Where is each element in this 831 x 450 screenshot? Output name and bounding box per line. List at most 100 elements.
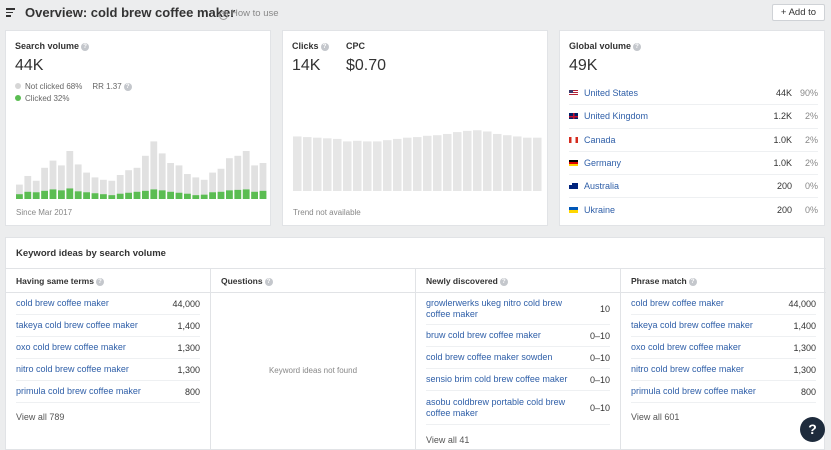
trend-bar bbox=[413, 137, 422, 191]
clicks-cpc-card: Clicks? 14K CPC $0.70 Trend not availabl… bbox=[282, 30, 548, 226]
clicked-bar bbox=[91, 193, 99, 199]
cpc-value: $0.70 bbox=[346, 57, 387, 74]
keyword-link[interactable]: takeya cold brew coffee maker bbox=[16, 320, 138, 330]
keyword-link[interactable]: sensio brim cold brew coffee maker bbox=[426, 374, 568, 384]
trend-bar bbox=[513, 136, 522, 191]
us-flag-icon bbox=[569, 90, 578, 97]
info-icon[interactable]: ? bbox=[264, 277, 273, 286]
keyword-volume: 1,300 bbox=[793, 364, 816, 375]
clicked-bar bbox=[158, 190, 166, 199]
volume-bar bbox=[16, 184, 23, 199]
info-icon[interactable]: ? bbox=[688, 277, 697, 286]
cpc-block: CPC $0.70 bbox=[346, 41, 386, 75]
info-icon[interactable]: ? bbox=[95, 277, 104, 286]
keyword-link[interactable]: cold brew coffee maker sowden bbox=[426, 352, 553, 362]
keyword-volume: 0–10 bbox=[589, 374, 610, 385]
keyword-link[interactable]: nitro cold brew coffee maker bbox=[631, 364, 744, 374]
keyword-link[interactable]: primula cold brew coffee maker bbox=[16, 386, 141, 396]
info-icon[interactable]: ? bbox=[633, 42, 642, 51]
country-name-link[interactable]: Ukraine bbox=[584, 205, 616, 216]
trend-bar bbox=[353, 140, 362, 191]
info-icon[interactable]: ? bbox=[81, 42, 90, 51]
questions-heading: Questions? bbox=[221, 276, 415, 288]
de-flag-icon bbox=[569, 160, 578, 167]
keyword-volume: 0–10 bbox=[589, 402, 610, 413]
global-volume-value: 49K bbox=[569, 57, 598, 74]
trend-bar bbox=[443, 133, 452, 191]
clicked-bar bbox=[108, 195, 116, 199]
keyword-link[interactable]: cold brew coffee maker bbox=[631, 298, 724, 308]
country-name-link[interactable]: Canada bbox=[584, 134, 616, 145]
clicked-bar bbox=[58, 190, 65, 199]
info-icon[interactable]: ? bbox=[123, 82, 132, 91]
info-icon[interactable]: ? bbox=[499, 277, 508, 286]
clicked-bar bbox=[125, 192, 132, 199]
keyword-link[interactable]: asobu coldbrew portable cold brew coffee… bbox=[426, 396, 566, 418]
clicks-label: Clicks? bbox=[292, 41, 329, 51]
clicked-bar bbox=[226, 190, 233, 199]
keyword-row: sensio brim cold brew coffee maker 0–10 bbox=[426, 369, 610, 391]
uk-flag-icon bbox=[569, 113, 578, 120]
keyword-link[interactable]: cold brew coffee maker bbox=[16, 298, 109, 308]
trend-bar bbox=[323, 138, 332, 191]
view-all-newly-discovered-link[interactable]: View all 41 bbox=[426, 435, 470, 445]
volume-bar bbox=[142, 155, 149, 199]
clicked-bar bbox=[259, 190, 267, 199]
questions-column: Questions? Keyword ideas not found bbox=[211, 269, 416, 450]
trend-bar bbox=[453, 132, 462, 191]
volume-bar bbox=[116, 175, 124, 199]
help-button[interactable]: ? bbox=[800, 417, 825, 442]
keyword-link[interactable]: takeya cold brew coffee maker bbox=[631, 320, 753, 330]
phrase-match-column: Phrase match? cold brew coffee maker 44,0… bbox=[621, 269, 826, 450]
same-terms-column: Having same terms? cold brew coffee make… bbox=[6, 269, 211, 450]
keyword-link[interactable]: primula cold brew coffee maker bbox=[631, 386, 756, 396]
country-percent: 2% bbox=[804, 111, 818, 122]
country-volume: 1.0K bbox=[773, 134, 792, 145]
country-volume: 1.0K bbox=[773, 158, 792, 169]
keyword-row: primula cold brew coffee maker 800 bbox=[16, 381, 200, 403]
newly-discovered-heading: Newly discovered? bbox=[426, 276, 620, 288]
clicked-bar bbox=[242, 189, 250, 199]
view-all-phrase-match-link[interactable]: View all 601 bbox=[631, 412, 680, 422]
trend-bar bbox=[533, 137, 542, 191]
keyword-row: takeya cold brew coffee maker 1,400 bbox=[631, 315, 816, 337]
country-name-link[interactable]: United Kingdom bbox=[584, 111, 649, 122]
ua-flag-icon bbox=[569, 207, 578, 214]
menu-icon[interactable] bbox=[6, 8, 15, 17]
clicks-trend-chart bbox=[293, 130, 542, 191]
keyword-row: cold brew coffee maker 44,000 bbox=[631, 293, 816, 315]
trend-bar bbox=[373, 141, 382, 191]
volume-bar bbox=[83, 172, 90, 199]
search-volume-chart bbox=[16, 141, 267, 199]
country-volume: 44K bbox=[775, 88, 792, 99]
country-name-link[interactable]: United States bbox=[584, 88, 639, 99]
how-to-use-link[interactable]: ? How to use bbox=[219, 8, 279, 20]
keyword-link[interactable]: nitro cold brew coffee maker bbox=[16, 364, 129, 374]
global-volume-card: Global volume? 49K United States 44K 90% Un… bbox=[559, 30, 825, 226]
volume-bar bbox=[41, 167, 48, 199]
view-all-same-terms-link[interactable]: View all 789 bbox=[16, 412, 65, 422]
keyword-link[interactable]: growlerwerks ukeg nitro cold brew coffee… bbox=[426, 297, 563, 319]
search-volume-label: Search volume? bbox=[15, 41, 261, 51]
volume-bar bbox=[209, 172, 216, 199]
add-to-button[interactable]: + Add to bbox=[772, 4, 825, 21]
clicked-bar bbox=[24, 191, 32, 199]
country-percent: 2% bbox=[804, 158, 818, 169]
volume-bar bbox=[259, 163, 267, 199]
rr-label: RR 1.37 bbox=[92, 82, 122, 91]
volume-bar bbox=[192, 177, 200, 199]
keyword-row: cold brew coffee maker sowden 0–10 bbox=[426, 347, 610, 369]
trend-bar bbox=[433, 135, 442, 191]
keyword-link[interactable]: oxo cold brew coffee maker bbox=[16, 342, 126, 352]
keyword-link[interactable]: oxo cold brew coffee maker bbox=[631, 342, 741, 352]
keyword-volume: 1,400 bbox=[177, 320, 200, 331]
divider bbox=[416, 292, 620, 293]
trend-bar bbox=[313, 137, 322, 191]
keyword-link[interactable]: bruw cold brew coffee maker bbox=[426, 330, 541, 340]
country-name-link[interactable]: Germany bbox=[584, 158, 622, 169]
info-icon[interactable]: ? bbox=[320, 42, 329, 51]
global-volume-label: Global volume? bbox=[569, 41, 815, 51]
country-name-link[interactable]: Australia bbox=[584, 181, 620, 192]
divider bbox=[211, 292, 415, 293]
clicked-bar bbox=[74, 191, 82, 199]
